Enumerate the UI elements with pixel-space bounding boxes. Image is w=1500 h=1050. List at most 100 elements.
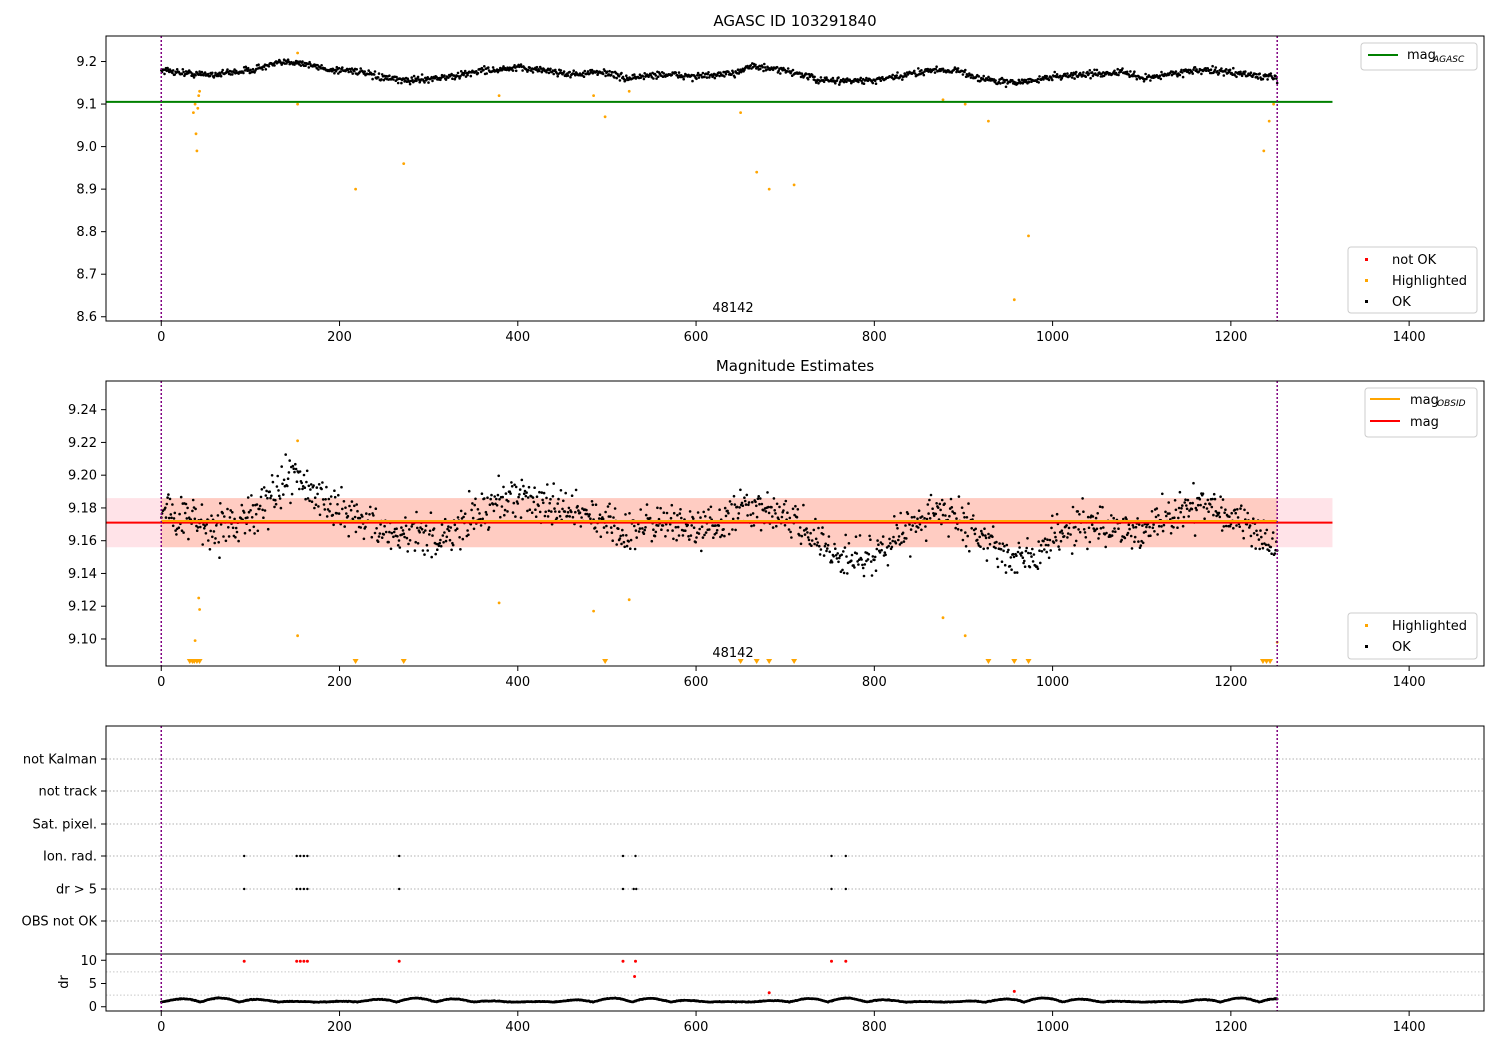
ok-point xyxy=(543,514,547,518)
ok-point xyxy=(665,511,669,515)
ok-point xyxy=(373,70,377,73)
ok-point xyxy=(242,511,246,514)
panel-2-ytick-label-3: 9.16 xyxy=(68,534,97,549)
ok-point xyxy=(994,546,997,550)
ok-point xyxy=(538,69,541,73)
ok-point xyxy=(295,480,299,484)
highlighted-point xyxy=(198,608,202,611)
ok-point xyxy=(372,73,376,76)
ok-point xyxy=(418,531,422,534)
ok-point xyxy=(678,512,682,515)
ok-point xyxy=(920,515,924,518)
ok-point xyxy=(1060,76,1064,80)
ok-point xyxy=(920,69,923,72)
offscale-marker xyxy=(1025,659,1032,664)
ok-point xyxy=(1250,544,1253,548)
ok-point xyxy=(1263,532,1267,535)
ok-point xyxy=(513,64,516,67)
ok-point xyxy=(1181,71,1184,74)
ok-point xyxy=(1008,564,1012,568)
ok-point xyxy=(1038,75,1041,78)
highlighted-point xyxy=(963,102,967,106)
ok-point xyxy=(1190,507,1194,511)
ok-point xyxy=(184,502,188,506)
ok-point xyxy=(786,511,789,514)
ok-point xyxy=(369,505,372,509)
ok-point xyxy=(1198,497,1202,501)
ok-point xyxy=(862,82,866,85)
ok-point xyxy=(621,75,625,79)
ok-point xyxy=(259,495,263,499)
ok-point xyxy=(365,512,368,515)
ok-point xyxy=(983,527,986,530)
ok-point xyxy=(562,499,565,503)
ok-point xyxy=(569,75,572,79)
ok-point xyxy=(317,505,320,508)
ok-point xyxy=(1036,77,1040,81)
ok-point xyxy=(320,487,323,491)
ok-point xyxy=(642,77,646,81)
dr-red-point xyxy=(767,991,771,995)
ok-point xyxy=(1221,498,1225,501)
panel-1-highlighted-points xyxy=(192,51,1275,302)
ok-point xyxy=(692,526,696,529)
ok-point xyxy=(325,515,329,518)
ok-point xyxy=(263,509,267,512)
ok-point xyxy=(1016,550,1020,554)
ok-point xyxy=(984,79,987,82)
ok-point xyxy=(853,566,856,569)
ok-point xyxy=(280,465,284,468)
ok-point xyxy=(704,515,707,518)
ok-point xyxy=(1055,512,1059,516)
ok-point xyxy=(1031,560,1035,563)
ok-point xyxy=(783,524,787,527)
highlighted-point xyxy=(197,596,201,600)
ok-point xyxy=(727,70,730,74)
ok-point xyxy=(835,557,839,560)
ok-point xyxy=(850,553,854,557)
ok-point xyxy=(566,511,570,514)
ok-point xyxy=(641,527,644,530)
ok-point xyxy=(1239,70,1242,74)
ok-point xyxy=(703,533,706,537)
ok-point xyxy=(294,467,298,471)
ok-point xyxy=(466,529,469,532)
ok-point xyxy=(1054,535,1057,539)
ok-point xyxy=(1240,504,1243,508)
ok-point xyxy=(705,76,709,79)
ok-point xyxy=(264,494,268,497)
ok-point xyxy=(1005,78,1009,82)
ok-point xyxy=(803,533,807,536)
flag-row-label-0: not Kalman xyxy=(23,753,97,768)
ok-point xyxy=(273,64,276,67)
ok-point xyxy=(824,542,827,546)
ok-point xyxy=(709,505,713,509)
ok-point xyxy=(733,503,737,506)
ok-point xyxy=(1102,74,1106,78)
ok-point xyxy=(654,530,658,534)
ok-point xyxy=(441,534,445,537)
ok-point xyxy=(795,515,799,519)
ok-point xyxy=(1196,503,1200,507)
ok-point xyxy=(208,74,212,78)
ok-point xyxy=(246,516,249,519)
ok-point xyxy=(172,517,176,520)
ok-point xyxy=(312,484,315,487)
flag-point xyxy=(295,854,298,858)
ok-point xyxy=(643,72,646,75)
ok-point xyxy=(641,75,645,78)
ok-point xyxy=(761,65,764,69)
ok-point xyxy=(374,507,378,511)
ok-point xyxy=(556,75,559,78)
ok-point xyxy=(531,71,535,74)
ok-point xyxy=(396,81,400,85)
ok-point xyxy=(1197,70,1201,73)
ok-point xyxy=(1219,495,1222,499)
ok-point xyxy=(377,535,381,538)
ok-point xyxy=(1271,537,1274,540)
ok-point xyxy=(940,498,944,502)
ok-point xyxy=(414,540,418,544)
ok-point xyxy=(1082,510,1085,513)
ok-point xyxy=(956,528,960,531)
